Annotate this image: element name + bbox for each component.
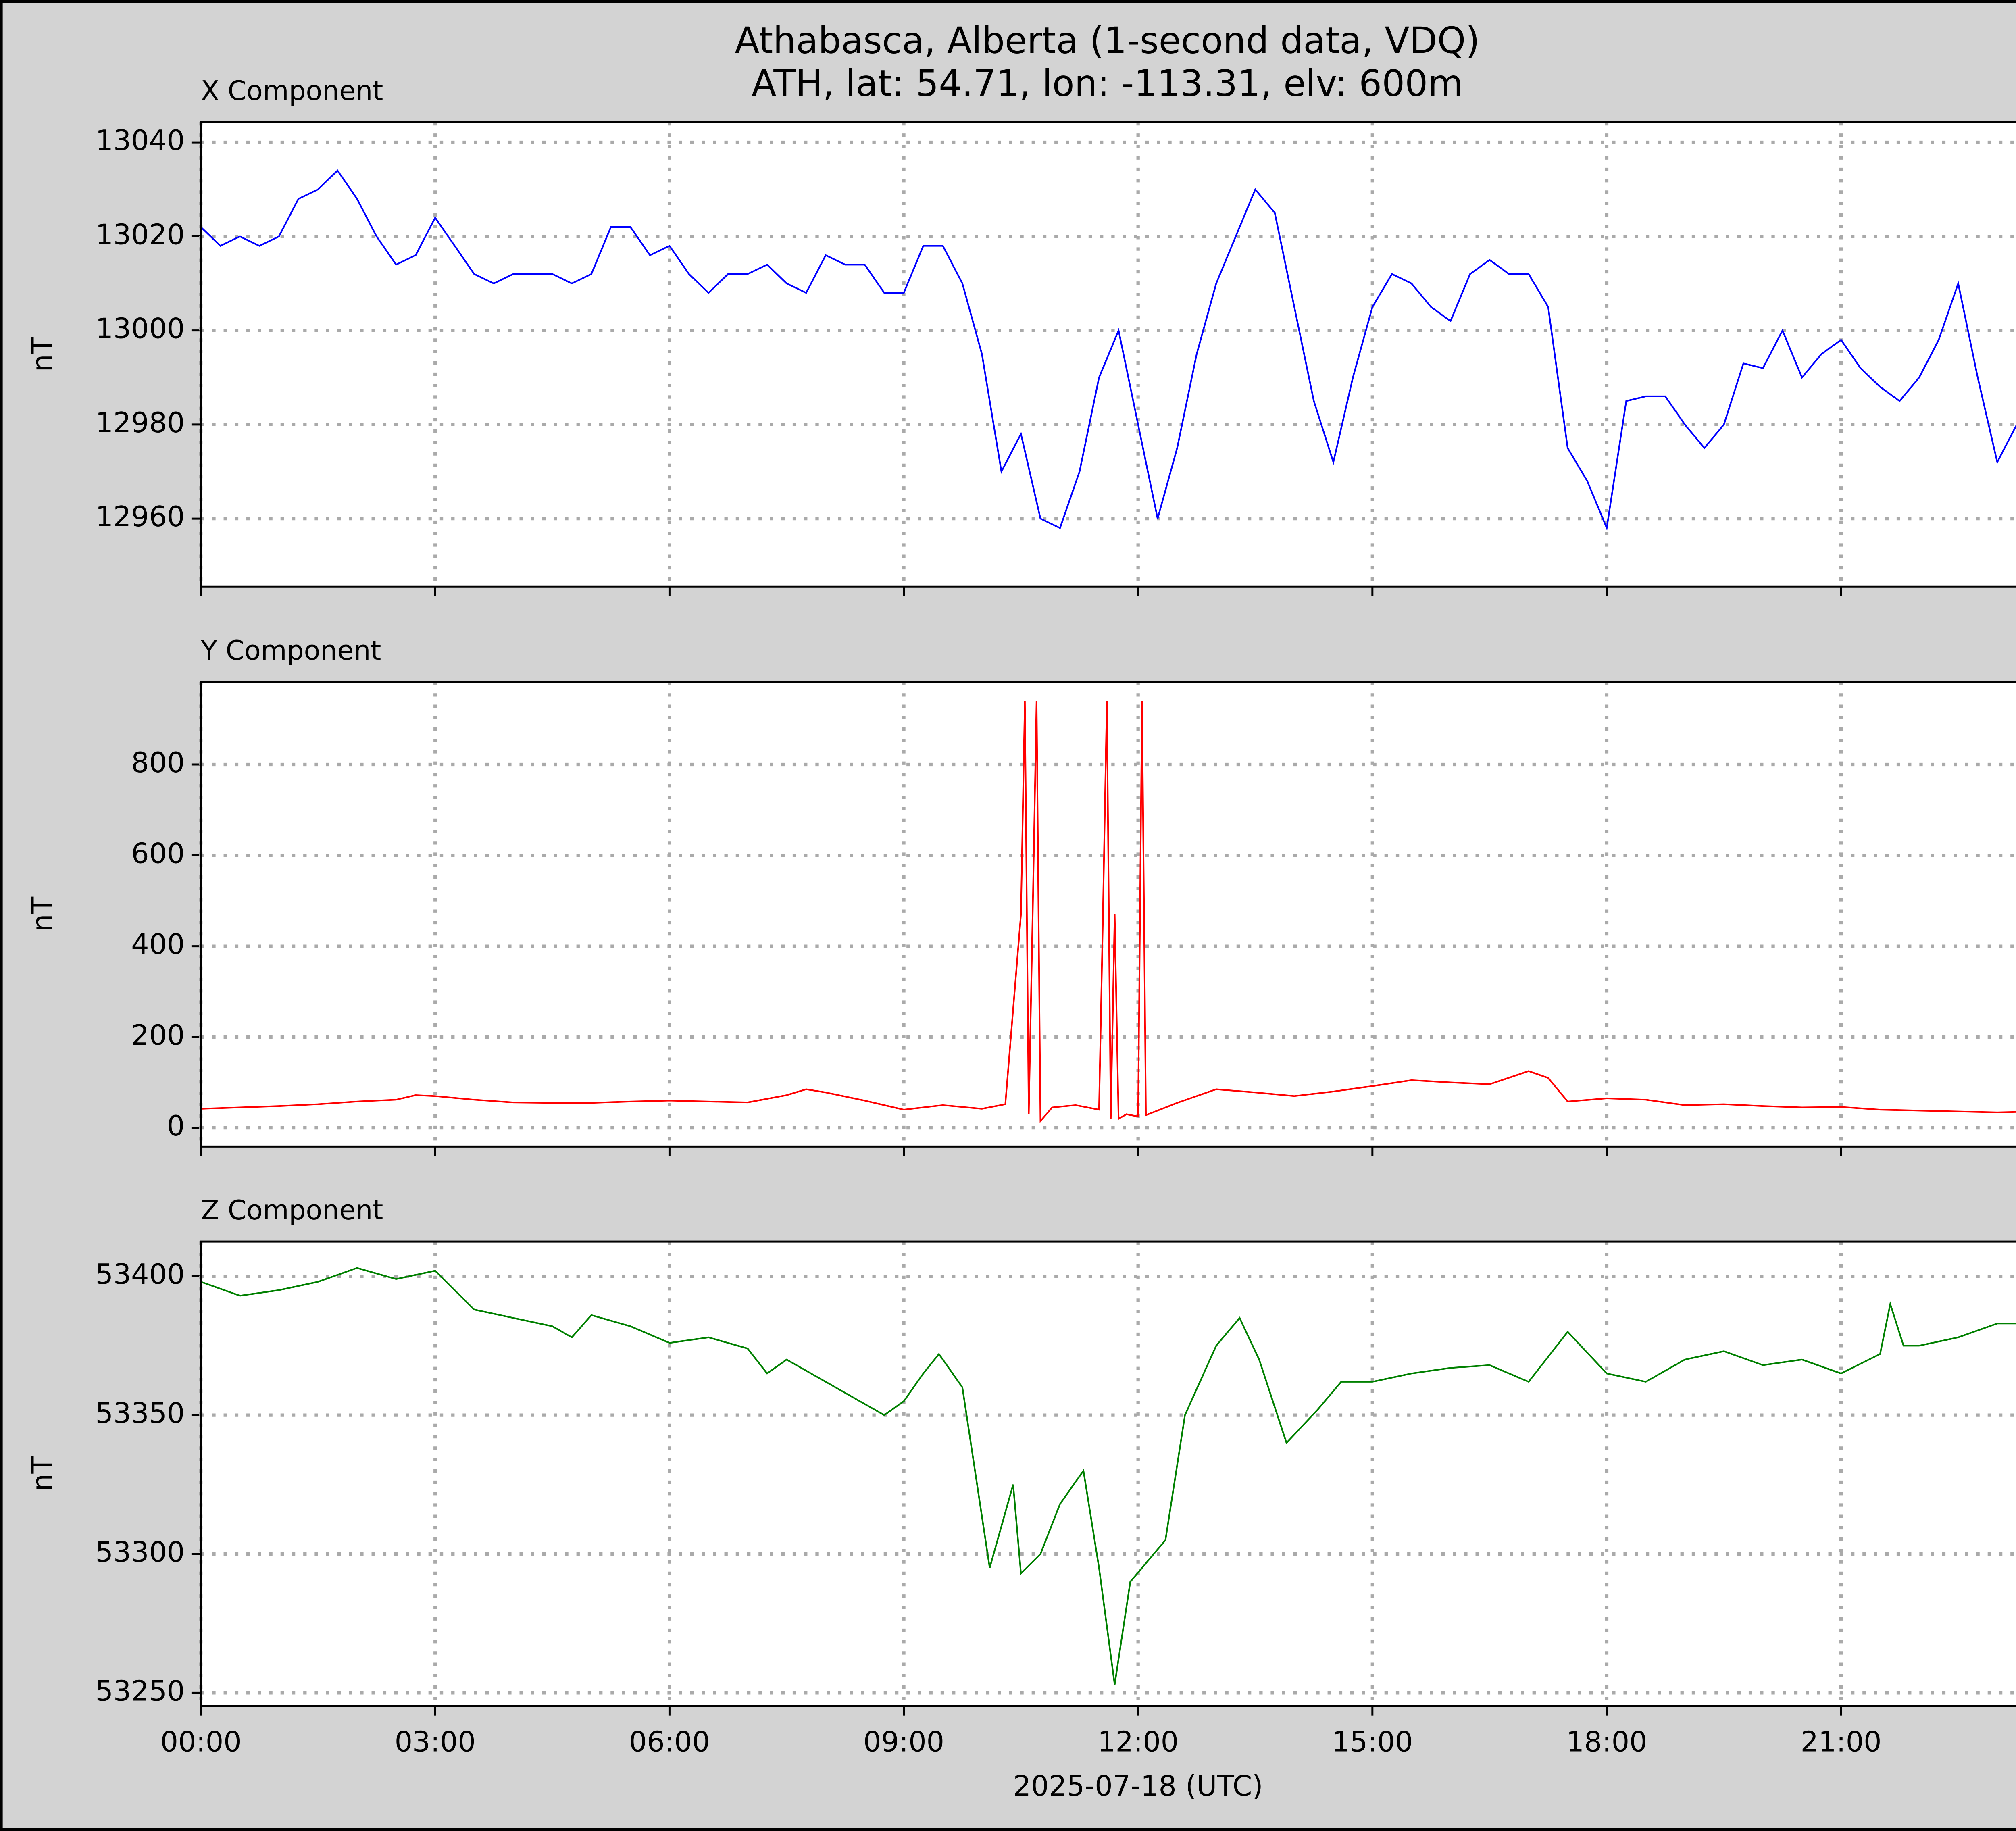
plot-frame — [200, 1240, 2016, 1707]
y-axis-label: nT — [26, 1456, 59, 1491]
x-tick-label: 00:00 — [160, 1725, 242, 1758]
x-tick-label: 21:00 — [1801, 1725, 1882, 1758]
data-line — [200, 169, 2016, 531]
x-tick-label: 06:00 — [629, 1725, 710, 1758]
panel-title: Y Component — [200, 635, 381, 666]
y-tick-label: 200 — [131, 1019, 185, 1052]
panel-title: Z Component — [201, 1194, 383, 1226]
y-axis-label: nT — [26, 337, 59, 372]
y-tick-label: 12980 — [95, 406, 185, 439]
y-tick-label: 400 — [131, 928, 185, 961]
x-axis-label: 2025-07-18 (UTC) — [1013, 1770, 1263, 1802]
figure-subtitle: ATH, lat: 54.71, lon: -113.31, elv: 600m — [752, 63, 1463, 105]
x-tick-label: 18:00 — [1566, 1725, 1647, 1758]
data-line — [200, 1267, 2016, 1685]
y-tick-label: 53300 — [95, 1536, 185, 1569]
data-line — [201, 701, 2016, 1123]
y-axis-label: nT — [26, 896, 59, 931]
y-tick-label: 53350 — [95, 1397, 185, 1430]
y-tick-label: 13000 — [95, 312, 185, 345]
x-tick-label: 12:00 — [1098, 1725, 1179, 1758]
plot-area — [201, 1241, 2016, 1706]
y-tick-label: 800 — [131, 746, 185, 779]
y-tick-label: 53250 — [95, 1675, 185, 1707]
y-tick-label: 12960 — [95, 500, 185, 533]
y-tick-label: 0 — [167, 1110, 185, 1142]
figure-title: Athabasca, Alberta (1-second data, VDQ) — [735, 20, 1480, 62]
panel-title: X Component — [201, 75, 383, 106]
x-tick-label: 09:00 — [863, 1725, 944, 1758]
y-tick-label: 13040 — [95, 124, 185, 157]
y-tick-label: 600 — [131, 837, 185, 870]
x-tick-label: 03:00 — [395, 1725, 476, 1758]
y-tick-label: 13020 — [95, 218, 185, 251]
y-tick-label: 53400 — [95, 1258, 185, 1291]
plot-frame — [200, 121, 2016, 588]
plot-frame — [200, 681, 2016, 1148]
x-tick-label: 15:00 — [1332, 1725, 1413, 1758]
